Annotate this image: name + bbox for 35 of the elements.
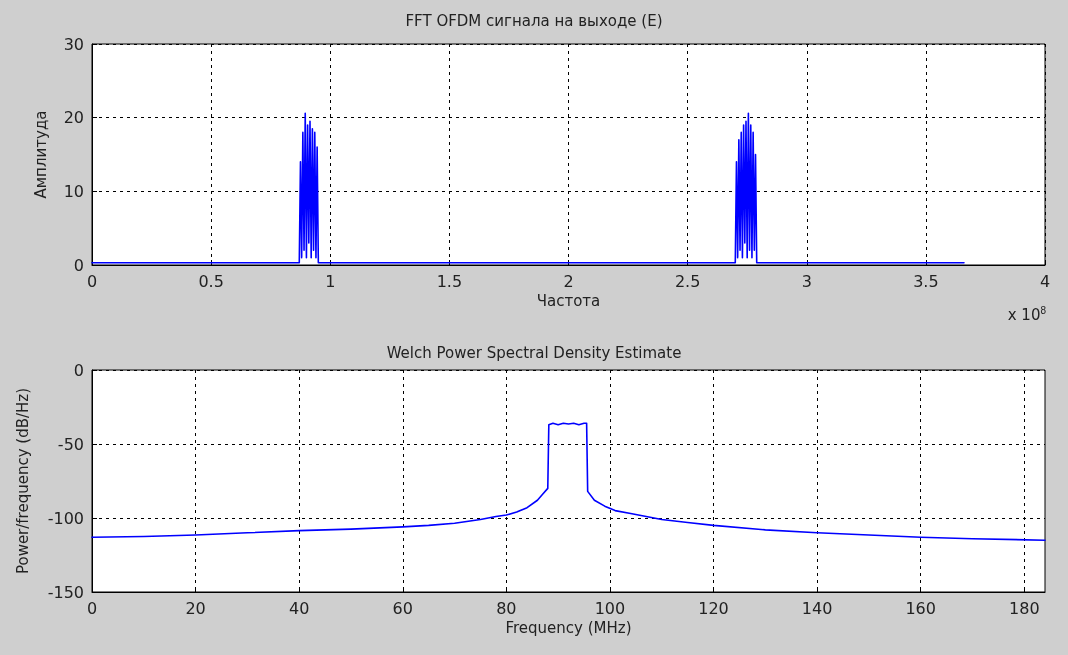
y-tick-label: 0	[73, 255, 84, 275]
y-tick-label: 10	[63, 181, 84, 201]
x-tick-label: 180	[1009, 598, 1040, 618]
x-tick-label: 3.5	[913, 271, 939, 291]
y-tick-label: 20	[63, 108, 84, 128]
x-tick-label: 60	[392, 598, 413, 618]
x-tick-label: 160	[905, 598, 936, 618]
x-tick-label: 140	[801, 598, 833, 618]
y-axis-title: Амплитуда	[31, 110, 50, 199]
x-tick-label: 0	[86, 598, 98, 618]
x-tick-label: 40	[288, 598, 310, 618]
x-tick-label: 80	[496, 598, 517, 618]
x-tick-label: 2	[563, 271, 574, 291]
y-tick-label: -150	[47, 582, 84, 602]
x-tick-label: 1.5	[436, 271, 463, 291]
x-tick-label: 1	[325, 271, 336, 291]
x-tick-label: 0.5	[198, 271, 224, 291]
x-tick-label: 100	[594, 598, 626, 618]
x-tick-label: 2.5	[674, 271, 701, 291]
x-tick-label: 0	[86, 271, 98, 291]
y-tick-label: 0	[73, 360, 84, 380]
y-axis-title: Power/frequency (dB/Hz)	[13, 387, 32, 575]
x-tick-label: 20	[185, 598, 206, 618]
x-tick-label: 120	[698, 598, 729, 618]
x-axis-title: Частота	[536, 292, 601, 311]
y-tick-label: -100	[47, 508, 84, 528]
chart-title: FFT OFDM сигнала на выходе (E)	[405, 11, 663, 30]
chart-title: Welch Power Spectral Density Estimate	[386, 343, 682, 362]
x-axis-title: Frequency (MHz)	[505, 619, 632, 638]
y-tick-label: -50	[57, 434, 84, 454]
line-series	[91, 112, 965, 264]
x-tick-label: 4	[1039, 271, 1051, 291]
x-tick-label: 3	[801, 271, 812, 291]
line-series	[91, 422, 1046, 541]
y-tick-label: 30	[63, 34, 84, 54]
